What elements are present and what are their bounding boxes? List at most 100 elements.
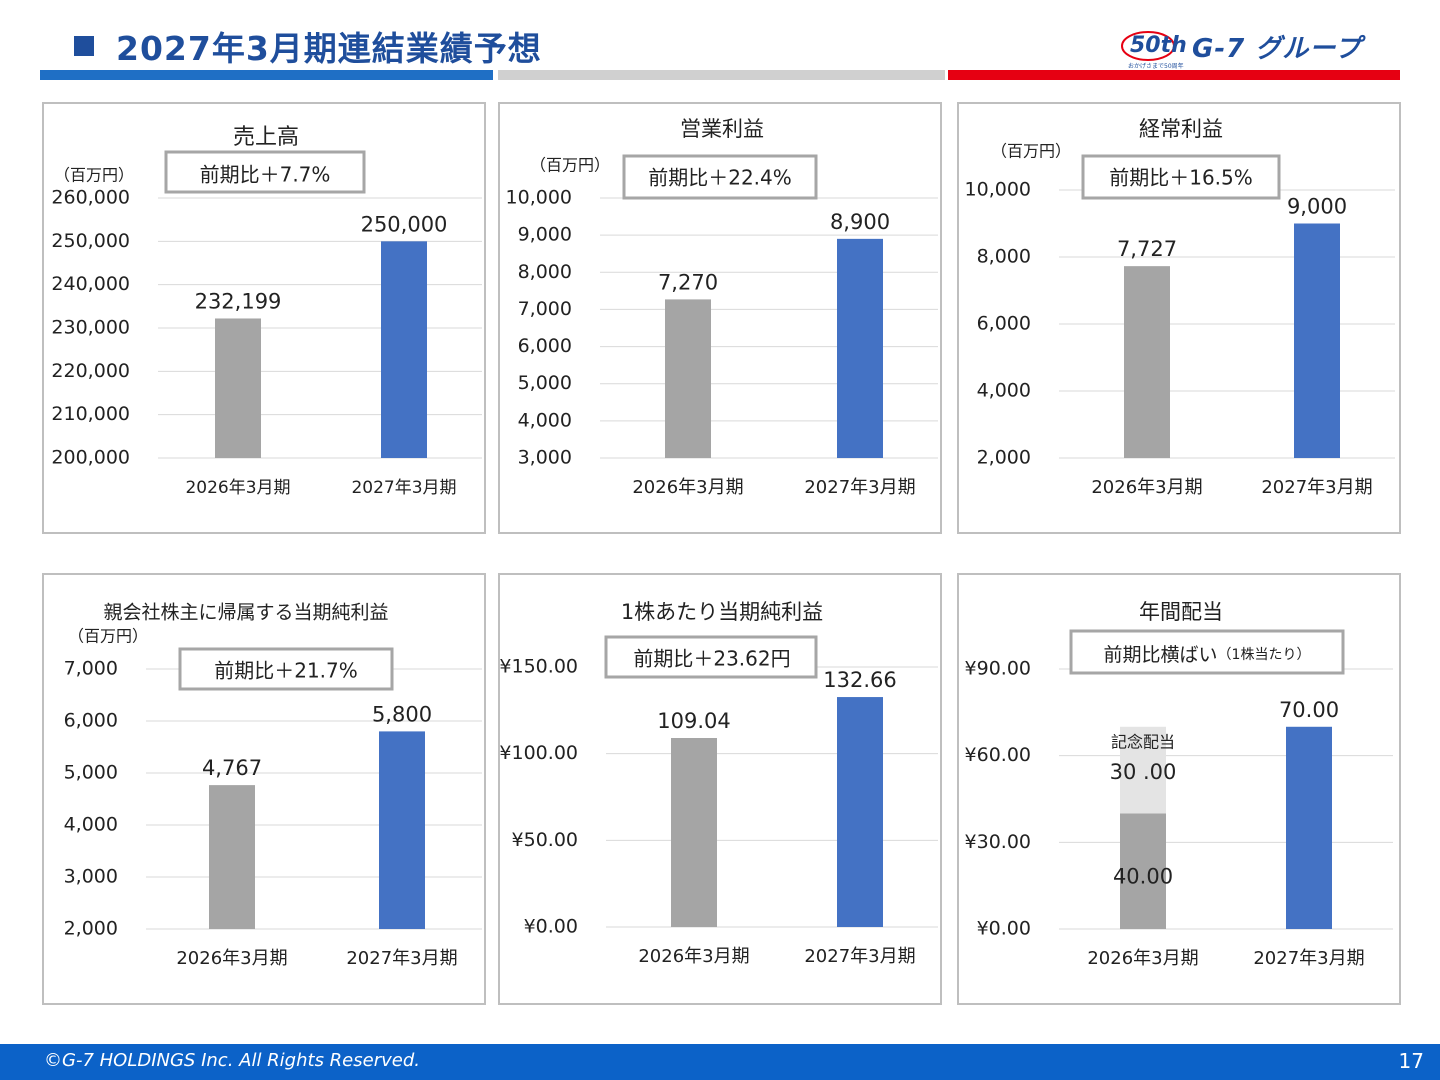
chart-title: 売上高 <box>233 125 299 150</box>
x-tick-label: 2026年3月期 <box>638 946 749 967</box>
y-tick-label: ¥100.00 <box>500 742 578 764</box>
stack-value-label: 30 .00 <box>1110 760 1177 784</box>
logo-sub: おかげさまで50周年 <box>1128 62 1184 70</box>
bar-current <box>837 238 883 458</box>
y-tick-label: 6,000 <box>64 710 118 732</box>
data-label: 109.04 <box>657 709 730 733</box>
y-tick-label: 4,000 <box>64 814 118 836</box>
y-tick-label: 200,000 <box>51 447 130 469</box>
unit-label: （百万円） <box>54 166 134 185</box>
bar-current <box>1286 726 1332 929</box>
bar-current <box>379 731 425 929</box>
data-label: 7,727 <box>1117 237 1177 261</box>
bar-current <box>1294 223 1340 458</box>
comparison-box <box>622 154 818 200</box>
comparison-label: 前期比＋23.62円 <box>633 647 790 671</box>
x-tick-label: 2026年3月期 <box>1087 948 1198 969</box>
data-label: 40.00 <box>1113 864 1173 888</box>
comparison-label: 前期比＋16.5% <box>1109 166 1253 190</box>
bar-prior <box>209 785 255 929</box>
eps-chart: 1株あたり当期純利益 ¥0.00 ¥50.00 ¥100.00 ¥150.00 2026年… <box>500 600 938 967</box>
y-tick-label: ¥90.00 <box>965 658 1031 680</box>
chart-panel-ordinary-profit: 経常利益 （百万円） 2,000 4,000 6,000 8,000 10,000 2026年… <box>957 102 1401 534</box>
comparison-label: 前期比横ばい（1株当たり） <box>1104 644 1311 666</box>
chart-panel-eps: 1株あたり当期純利益 ¥0.00 ¥50.00 ¥100.00 ¥150.00 2026年… <box>498 573 942 1005</box>
page-header: 2027年3月期連結業績予想 <box>74 24 542 68</box>
y-tick-label: 10,000 <box>965 179 1031 201</box>
chart-title: 1株あたり当期純利益 <box>621 600 823 624</box>
y-tick-label: 7,000 <box>64 658 118 680</box>
header-strip-blue <box>40 70 493 80</box>
bar-prior <box>1124 266 1170 458</box>
chart-title: 年間配当 <box>1139 600 1223 624</box>
x-tick-label: 2026年3月期 <box>185 478 290 498</box>
stack-name-label: 記念配当 <box>1111 732 1175 751</box>
page-number: 17 <box>1398 1049 1424 1073</box>
x-tick-label: 2027年3月期 <box>804 946 915 967</box>
x-tick-label: 2026年3月期 <box>176 948 287 969</box>
x-tick-label: 2027年3月期 <box>1253 948 1364 969</box>
chart-title: 経常利益 <box>1139 117 1223 141</box>
copyright-text: ©G-7 HOLDINGS Inc. All Rights Reserved. <box>44 1050 420 1071</box>
y-tick-label: 10,000 <box>506 187 572 209</box>
comparison-box <box>1081 154 1281 200</box>
data-label: 8,900 <box>830 210 890 234</box>
x-tick-label: 2026年3月期 <box>1091 477 1202 498</box>
y-tick-label: 6,000 <box>977 313 1031 335</box>
bar-prior <box>665 299 711 458</box>
anniversary-logo-icon: 50th おかげさまで50周年 <box>1121 31 1187 70</box>
ordinary-profit-chart: 経常利益 （百万円） 2,000 4,000 6,000 8,000 10,000 2026年… <box>965 117 1395 498</box>
y-tick-label: 5,000 <box>518 372 572 394</box>
y-tick-label: 4,000 <box>518 409 572 431</box>
header-strip-gray <box>498 70 945 80</box>
y-tick-label: 8,000 <box>518 261 572 283</box>
comparison-label: 前期比＋21.7% <box>214 659 358 683</box>
y-tick-label: ¥0.00 <box>524 916 578 938</box>
y-tick-label: 6,000 <box>518 335 572 357</box>
logo-mark: 50th <box>1130 33 1187 58</box>
comparison-box <box>178 647 394 691</box>
y-tick-label: 250,000 <box>51 230 130 252</box>
x-tick-label: 2027年3月期 <box>351 478 456 498</box>
title-bullet-icon <box>74 36 94 56</box>
net-income-chart: 親会社株主に帰属する当期純利益 （百万円） 2,000 3,000 4,000 5,000… <box>64 602 482 969</box>
comparison-label: 前期比＋7.7% <box>200 163 331 187</box>
x-tick-label: 2027年3月期 <box>1261 477 1372 498</box>
brand-name: G-7 グループ <box>1192 34 1362 64</box>
bar-prior <box>215 318 261 458</box>
net-sales-chart: 売上高 （百万円） 200,000 210,000 220,000 230,000 240,… <box>51 125 482 498</box>
data-label: 232,199 <box>195 289 282 313</box>
x-tick-label: 2027年3月期 <box>804 477 915 498</box>
chart-panel-net-income: 親会社株主に帰属する当期純利益 （百万円） 2,000 3,000 4,000 5,000… <box>42 573 486 1005</box>
operating-profit-chart: 営業利益 （百万円） 3,000 4,000 5,000 6,000 7,000 8,000 9… <box>506 117 938 498</box>
bar-current <box>381 241 427 458</box>
y-tick-label: 260,000 <box>51 187 130 209</box>
chart-title: 営業利益 <box>680 117 764 141</box>
data-label: 4,767 <box>202 756 262 780</box>
data-label: 250,000 <box>361 212 448 236</box>
y-tick-label: 7,000 <box>518 298 572 320</box>
y-tick-label: 210,000 <box>51 403 130 425</box>
data-label: 70.00 <box>1279 698 1339 722</box>
y-tick-label: 240,000 <box>51 273 130 295</box>
data-label: 132.66 <box>823 668 896 692</box>
chart-title: 親会社株主に帰属する当期純利益 <box>103 602 388 624</box>
data-label: 7,270 <box>658 270 718 294</box>
y-tick-label: ¥60.00 <box>965 744 1031 766</box>
unit-label: （百万円） <box>68 627 148 646</box>
y-tick-label: 3,000 <box>518 447 572 469</box>
header-strip-red <box>948 70 1400 80</box>
unit-label: （百万円） <box>530 156 610 175</box>
x-tick-label: 2026年3月期 <box>632 477 743 498</box>
unit-label: （百万円） <box>991 142 1071 161</box>
bar-current <box>837 697 883 927</box>
comparison-label: 前期比＋22.4% <box>648 166 792 190</box>
y-tick-label: 9,000 <box>518 224 572 246</box>
page-title: 2027年3月期連結業績予想 <box>116 29 542 68</box>
bar-prior <box>671 737 717 927</box>
y-tick-label: 220,000 <box>51 360 130 382</box>
y-tick-label: 3,000 <box>64 866 118 888</box>
comparison-box <box>164 150 366 194</box>
y-tick-label: ¥30.00 <box>965 831 1031 853</box>
